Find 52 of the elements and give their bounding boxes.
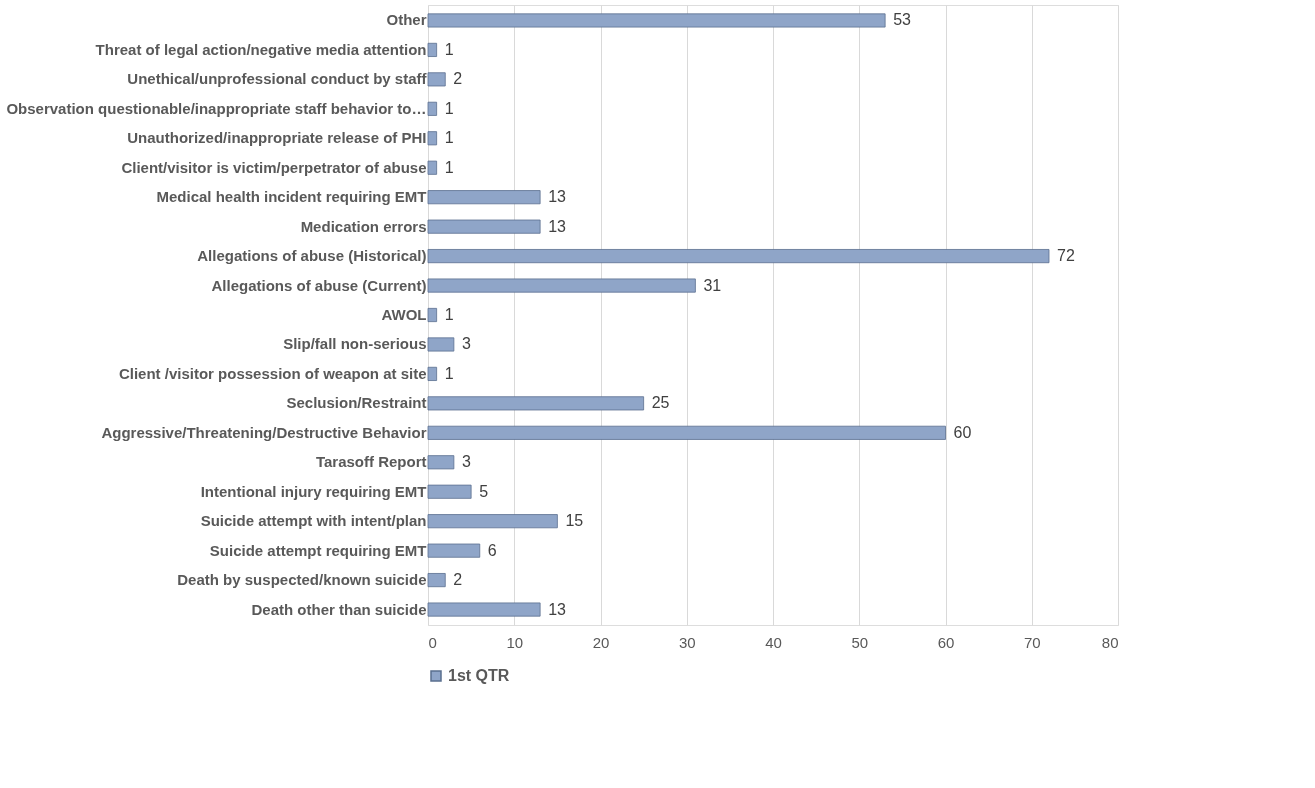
y-tick-label: Suicide attempt requiring EMT (209, 541, 427, 559)
data-label: 25 (651, 394, 670, 412)
data-label: 13 (548, 217, 567, 235)
data-label: 2 (453, 70, 463, 88)
y-tick-label: Death by suspected/known suicide (177, 571, 427, 589)
data-label: 2 (453, 571, 463, 589)
data-label: 1 (444, 99, 454, 117)
y-tick-label: Other (386, 11, 427, 29)
y-tick-label: Client /visitor possession of weapon at site (118, 364, 427, 382)
data-label: 13 (548, 188, 567, 206)
x-tick-label: 40 (765, 633, 782, 651)
data-label: 60 (953, 423, 972, 441)
data-label: 31 (703, 276, 722, 294)
y-tick-label: Allegations of abuse (Current) (211, 276, 427, 294)
y-tick-label: AWOL (381, 306, 427, 323)
y-tick-label: Suicide attempt with intent/plan (200, 512, 427, 530)
y-tick-label: Medication errors (300, 217, 427, 235)
legend-label: 1st QTR (448, 667, 510, 684)
y-tick-label: Slip/fall non-serious (283, 335, 427, 353)
data-label: 6 (487, 541, 497, 559)
y-tick-label: Intentional injury requiring EMT (200, 482, 427, 500)
x-tick-label: 30 (678, 633, 696, 651)
data-label: 72 (1057, 247, 1075, 265)
data-label: 1 (444, 158, 454, 176)
y-tick-label: Allegations of abuse (Historical) (197, 247, 427, 265)
data-label: 1 (444, 364, 454, 382)
y-tick-label: Medical health incident requiring EMT (156, 188, 427, 206)
y-tick-label: Death other than suicide (251, 600, 427, 618)
x-tick-label: 20 (592, 633, 610, 651)
y-tick-label: Aggressive/Threatening/Destructive Behavior (101, 423, 427, 441)
x-tick-label: 0 (428, 633, 437, 651)
data-label: 3 (461, 453, 471, 471)
data-label: 15 (565, 512, 584, 530)
y-tick-label: Client/visitor is victim/perpetrator of abuse (121, 158, 427, 176)
y-tick-label: Seclusion/Restraint (286, 394, 427, 412)
y-tick-label: Observation questionable/inappropriate staff behavior to… (6, 99, 427, 117)
data-label: 1 (444, 129, 454, 147)
y-tick-label: Tarasoff Report (315, 453, 427, 471)
x-tick-label: 70 (1023, 633, 1041, 651)
x-tick-label: 10 (506, 633, 524, 651)
data-label: 3 (461, 335, 471, 353)
y-tick-label: Unauthorized/inappropriate release of PHI (127, 129, 427, 147)
data-label: 53 (893, 11, 912, 29)
x-tick-label: 60 (937, 633, 955, 651)
y-tick-label: Threat of legal action/negative media attention (95, 40, 427, 58)
data-label: 1 (444, 40, 454, 58)
data-label: 1 (444, 306, 454, 323)
x-tick-label: 50 (851, 633, 869, 651)
y-tick-label: Unethical/unprofessional conduct by staff (127, 70, 428, 88)
data-label: 13 (548, 600, 567, 618)
data-label: 5 (479, 482, 489, 500)
x-tick-label: 80 (1101, 633, 1119, 651)
